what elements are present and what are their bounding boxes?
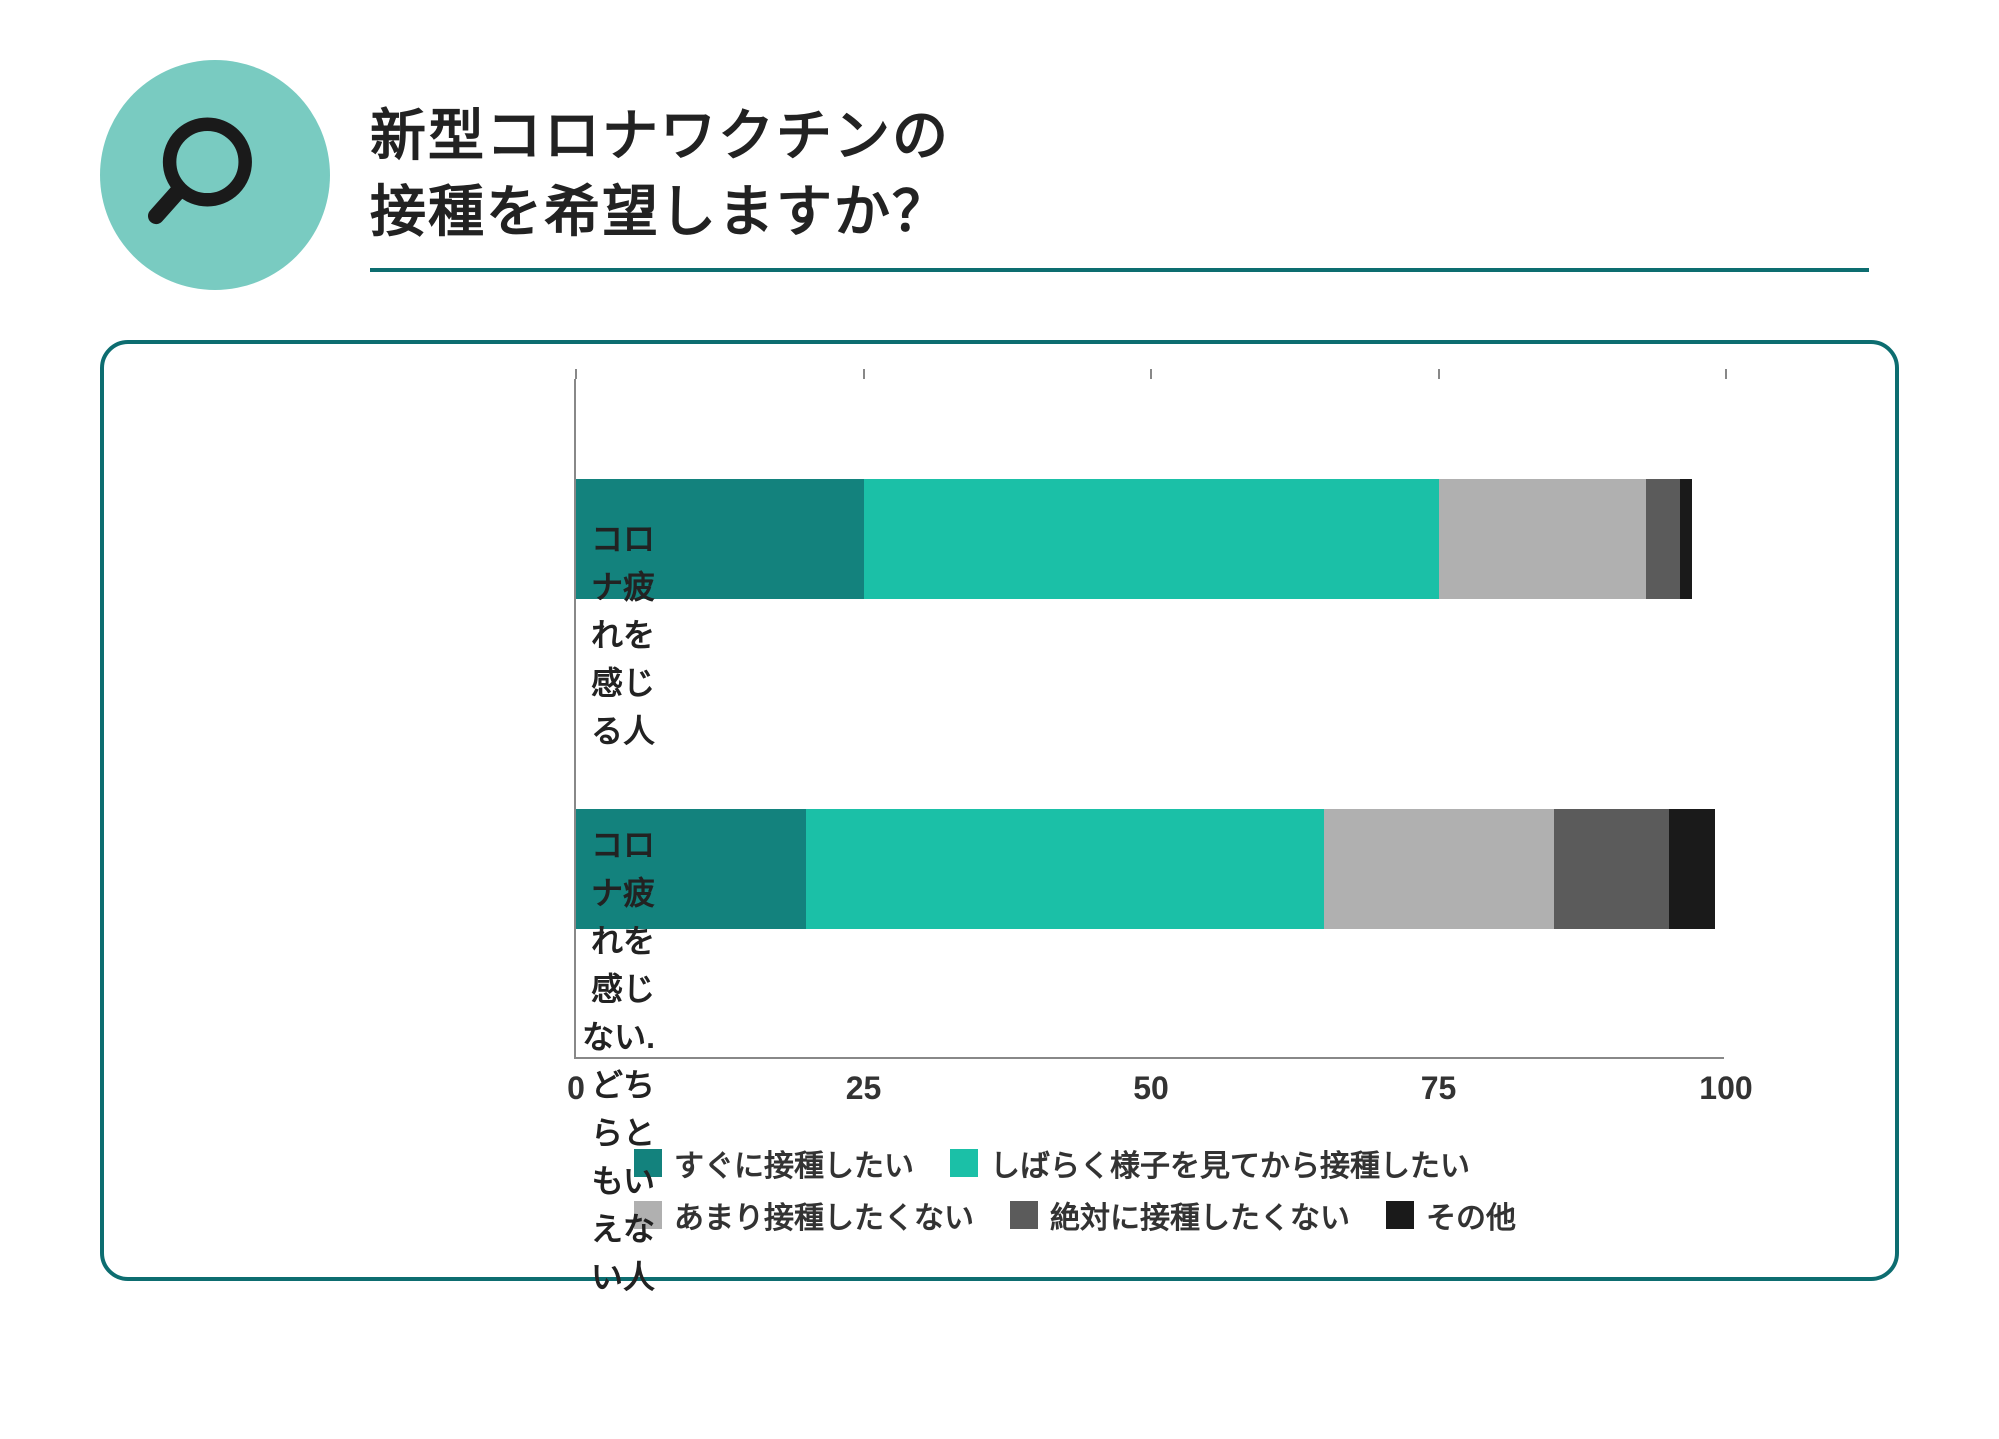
legend-swatch: [1010, 1201, 1038, 1229]
x-tick-label: 50: [1133, 1070, 1169, 1107]
bar-row-2: [576, 809, 1724, 929]
ylabel-1-line-1: コロナ疲れを感じる人: [591, 521, 655, 749]
bar-segment: [1324, 809, 1554, 929]
x-tick-mark: [1150, 369, 1152, 379]
title-line-2: 接種を希望しますか？: [370, 174, 1919, 250]
bar-segment: [1554, 809, 1669, 929]
chart-frame: 0255075100 コロナ疲れを感じる人 コロナ疲れを感じない. どちらともい…: [100, 340, 1899, 1281]
title-underline: [370, 268, 1869, 272]
magnifier-icon-circle: [100, 60, 330, 290]
bar-segment: [1669, 809, 1715, 929]
legend-swatch: [950, 1149, 978, 1177]
plot: 0255075100: [574, 379, 1724, 1059]
x-tick-mark: [575, 369, 577, 379]
bar-segment: [1680, 479, 1692, 599]
ylabel-2-line-2: どちらともいえない人: [591, 1067, 655, 1295]
legend-swatch: [1386, 1201, 1414, 1229]
bar-row-1: [576, 479, 1724, 599]
x-tick-label: 25: [846, 1070, 882, 1107]
legend-label: すぐに接種したい: [674, 1141, 914, 1185]
chart-area: 0255075100 コロナ疲れを感じる人 コロナ疲れを感じない. どちらともい…: [574, 379, 1825, 1119]
legend-item: すぐに接種したい: [634, 1141, 914, 1185]
legend-item: しばらく様子を見てから接種したい: [950, 1141, 1470, 1185]
x-tick-label: 75: [1421, 1070, 1457, 1107]
legend-label: その他: [1426, 1193, 1516, 1237]
legend-label: 絶対に接種したくない: [1050, 1193, 1350, 1237]
legend-label: しばらく様子を見てから接種したい: [990, 1141, 1470, 1185]
bar-segment: [864, 479, 1439, 599]
y-axis-label-1: コロナ疲れを感じる人: [574, 515, 655, 755]
x-tick-mark: [863, 369, 865, 379]
bar-segment: [1439, 479, 1646, 599]
legend: すぐに接種したい しばらく様子を見てから接種したいあまり接種したくない 絶対に接種し…: [634, 1141, 1754, 1237]
legend-label: あまり接種したくない: [674, 1193, 974, 1237]
x-tick-mark: [1438, 369, 1440, 379]
header: 新型コロナワクチンの 接種を希望しますか？: [100, 60, 1919, 290]
title-block: 新型コロナワクチンの 接種を希望しますか？: [370, 78, 1919, 271]
title-line-1: 新型コロナワクチンの: [370, 98, 1919, 174]
ylabel-2-line-1: コロナ疲れを感じない.: [582, 827, 655, 1055]
y-axis-label-2: コロナ疲れを感じない. どちらともいえない人: [574, 821, 655, 1301]
bar-segment: [1646, 479, 1681, 599]
x-tick-label: 100: [1699, 1070, 1752, 1107]
x-tick-mark: [1725, 369, 1727, 379]
bar-segment: [806, 809, 1324, 929]
legend-item: 絶対に接種したくない: [1010, 1193, 1350, 1237]
legend-item: その他: [1386, 1193, 1516, 1237]
magnifier-icon: [148, 108, 283, 243]
legend-item: あまり接種したくない: [634, 1193, 974, 1237]
